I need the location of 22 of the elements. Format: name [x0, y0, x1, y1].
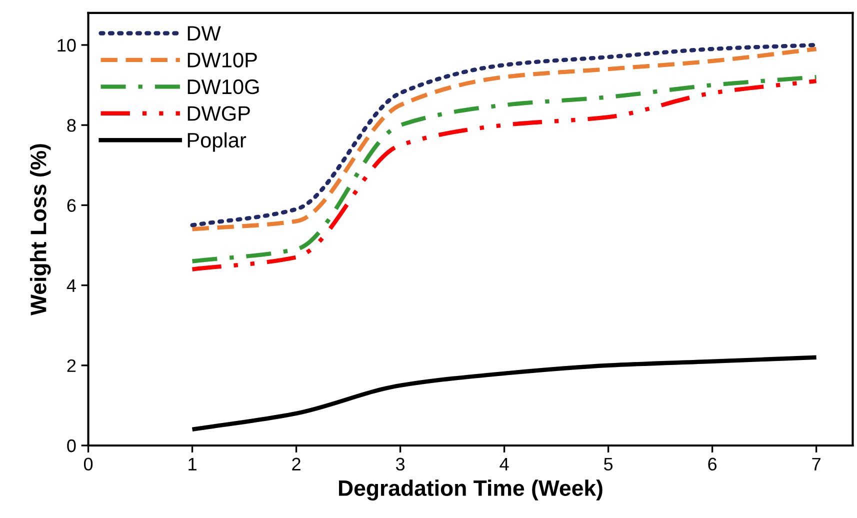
- y-tick-label: 0: [67, 439, 76, 452]
- x-tick-label: 2: [292, 458, 300, 470]
- x-tick-label: 1: [188, 458, 196, 470]
- y-tick-label: 4: [66, 279, 76, 292]
- y-tick-label: 8: [67, 119, 76, 132]
- x-tick-label: 3: [396, 458, 405, 471]
- x-axis-title: Degradation Time (Week): [339, 480, 602, 500]
- x-tick-label: 4: [500, 458, 509, 470]
- x-tick-label: 7: [812, 458, 820, 470]
- x-tick-label: 0: [84, 458, 93, 471]
- y-tick-label: 10: [58, 38, 76, 52]
- line-series: [190, 355, 818, 432]
- legend-label: DW10P: [188, 52, 257, 68]
- x-tick-label: 5: [604, 458, 613, 471]
- legend-label: DW: [188, 26, 221, 41]
- legend-label: DWGP: [188, 106, 250, 121]
- legend-label: Poplar: [188, 132, 246, 152]
- x-tick-label: 6: [708, 458, 717, 471]
- y-axis-title: Weight Loss (%): [30, 144, 51, 316]
- y-tick-label: 2: [67, 359, 76, 372]
- legend-label: DW10G: [188, 79, 259, 94]
- y-tick-label: 6: [67, 199, 76, 212]
